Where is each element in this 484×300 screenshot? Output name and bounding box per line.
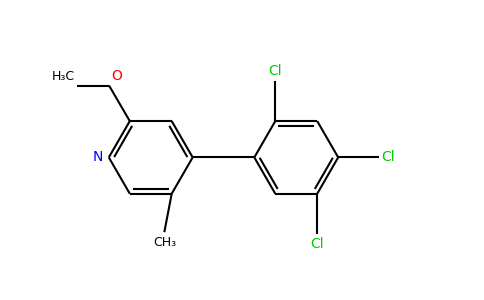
Text: N: N [92, 150, 103, 164]
Text: O: O [111, 69, 122, 83]
Text: Cl: Cl [381, 150, 395, 164]
Text: H₃C: H₃C [51, 70, 75, 83]
Text: CH₃: CH₃ [153, 236, 176, 249]
Text: Cl: Cl [310, 237, 324, 250]
Text: Cl: Cl [269, 64, 282, 78]
